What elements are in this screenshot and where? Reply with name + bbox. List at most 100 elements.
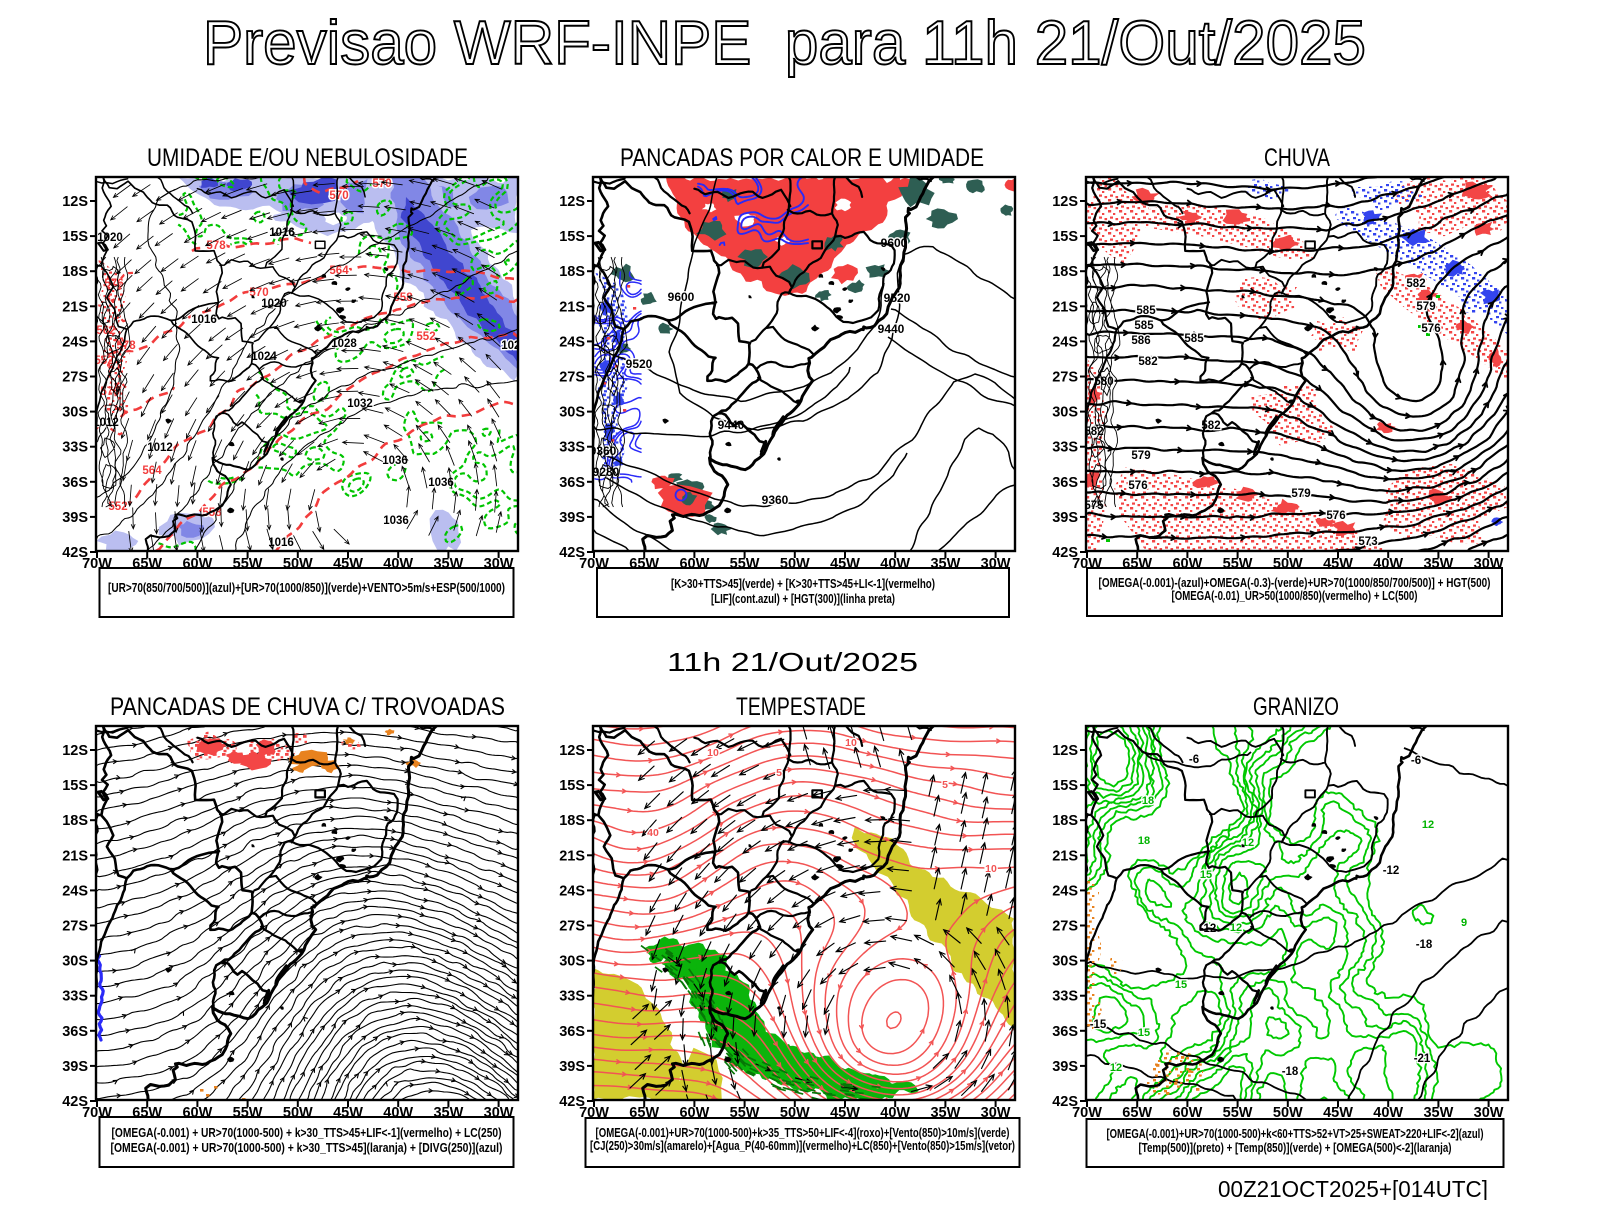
svg-text:33S: 33S <box>559 989 585 1005</box>
svg-text:21S: 21S <box>62 848 88 864</box>
svg-text:[K>30+TTS>45](verde) + [K>30+T: [K>30+TTS>45](verde) + [K>30+TTS>45+LI<-… <box>671 576 935 591</box>
svg-text:35W: 35W <box>433 1105 463 1121</box>
svg-text:-21: -21 <box>1414 1053 1431 1065</box>
svg-text:55W: 55W <box>233 556 263 572</box>
svg-text:1016: 1016 <box>191 314 217 326</box>
svg-text:45W: 45W <box>333 556 363 572</box>
svg-text:570: 570 <box>372 178 391 190</box>
svg-text:PANCADAS DE CHUVA C/ TROVOADAS: PANCADAS DE CHUVA C/ TROVOADAS <box>110 693 505 721</box>
svg-text:1020: 1020 <box>261 298 287 310</box>
svg-text:21S: 21S <box>559 299 585 315</box>
svg-text:30W: 30W <box>1474 1105 1504 1121</box>
svg-text:27S: 27S <box>62 370 88 386</box>
svg-text:36S: 36S <box>1052 1024 1078 1040</box>
svg-text:55W: 55W <box>1223 556 1253 572</box>
svg-text:18S: 18S <box>1052 264 1078 280</box>
svg-text:1020: 1020 <box>97 232 123 244</box>
svg-text:27S: 27S <box>62 919 88 935</box>
svg-text:5: 5 <box>942 779 948 791</box>
svg-text:586: 586 <box>1131 335 1150 347</box>
svg-text:40: 40 <box>647 827 659 839</box>
svg-text:55W: 55W <box>233 1105 263 1121</box>
svg-text:579: 579 <box>1416 301 1435 313</box>
svg-text:36S: 36S <box>559 475 585 491</box>
svg-text:33S: 33S <box>559 440 585 456</box>
svg-text:[OMEGA(-0.01)_UR>50(1000/850)(: [OMEGA(-0.01)_UR>50(1000/850)(vermelho) … <box>1172 588 1418 603</box>
svg-text:65W: 65W <box>629 556 659 572</box>
svg-text:24S: 24S <box>1052 883 1078 899</box>
svg-text:Previsao WRF-INPE para 11h 21: Previsao WRF-INPE para 11h 21/Out/2025 <box>203 9 1366 78</box>
svg-text:36S: 36S <box>62 475 88 491</box>
svg-text:18: 18 <box>1138 835 1150 847</box>
svg-text:33S: 33S <box>1052 989 1078 1005</box>
svg-text:21S: 21S <box>62 299 88 315</box>
svg-text:-18: -18 <box>1282 1066 1299 1078</box>
svg-text:9600: 9600 <box>881 236 908 250</box>
svg-text:12S: 12S <box>62 743 88 759</box>
svg-text:40W: 40W <box>383 1105 413 1121</box>
svg-text:582: 582 <box>1201 420 1220 432</box>
svg-text:24S: 24S <box>62 334 88 350</box>
svg-text:00Z21OCT2025+[014UTC]: 00Z21OCT2025+[014UTC] <box>1218 1176 1488 1200</box>
svg-text:-6: -6 <box>1189 754 1199 766</box>
svg-text:60W: 60W <box>1172 556 1202 572</box>
svg-text:9440: 9440 <box>878 322 905 336</box>
svg-text:GRANIZO: GRANIZO <box>1253 693 1339 721</box>
svg-text:1024: 1024 <box>501 340 527 352</box>
svg-text:39S: 39S <box>559 1059 585 1075</box>
svg-text:33S: 33S <box>62 440 88 456</box>
svg-text:[OMEGA(-0.001) + UR>70(1000-50: [OMEGA(-0.001) + UR>70(1000-500) + k>30_… <box>111 1140 503 1155</box>
svg-text:30S: 30S <box>62 405 88 421</box>
svg-text:1036: 1036 <box>382 455 408 467</box>
svg-text:TEMPESTADE: TEMPESTADE <box>736 693 866 721</box>
svg-text:15S: 15S <box>62 229 88 245</box>
svg-text:21S: 21S <box>1052 299 1078 315</box>
svg-text:[Temp(500)](preto) + [Temp(850: [Temp(500)](preto) + [Temp(850)](verde) … <box>1139 1140 1452 1155</box>
svg-text:10: 10 <box>845 737 857 749</box>
svg-text:27S: 27S <box>559 919 585 935</box>
svg-text:70W: 70W <box>1072 1105 1102 1121</box>
svg-text:39S: 39S <box>62 1059 88 1075</box>
svg-text:18S: 18S <box>62 813 88 829</box>
svg-text:70W: 70W <box>82 1105 112 1121</box>
svg-text:42S: 42S <box>559 1094 585 1110</box>
svg-text:579: 579 <box>1131 450 1150 462</box>
svg-text:30S: 30S <box>1052 405 1078 421</box>
svg-text:40W: 40W <box>880 556 910 572</box>
svg-text:50W: 50W <box>1273 556 1303 572</box>
svg-text:30S: 30S <box>559 954 585 970</box>
svg-text:55W: 55W <box>730 556 760 572</box>
svg-text:70W: 70W <box>579 556 609 572</box>
svg-text:30S: 30S <box>559 405 585 421</box>
svg-text:21S: 21S <box>1052 848 1078 864</box>
svg-text:552: 552 <box>416 331 435 343</box>
svg-text:39S: 39S <box>1052 1059 1078 1075</box>
svg-text:15S: 15S <box>1052 778 1078 794</box>
svg-text:582: 582 <box>1138 356 1157 368</box>
svg-text:27S: 27S <box>559 370 585 386</box>
svg-text:21S: 21S <box>559 848 585 864</box>
svg-text:PANCADAS POR CALOR E UMIDADE: PANCADAS POR CALOR E UMIDADE <box>620 144 984 172</box>
svg-text:18S: 18S <box>559 264 585 280</box>
svg-text:15: 15 <box>1200 869 1212 881</box>
svg-text:15S: 15S <box>62 778 88 794</box>
svg-text:18S: 18S <box>559 813 585 829</box>
svg-text:35W: 35W <box>433 556 463 572</box>
svg-text:1036: 1036 <box>428 477 454 489</box>
svg-text:18S: 18S <box>1052 813 1078 829</box>
svg-text:UMIDADE E/OU NEBULOSIDADE: UMIDADE E/OU NEBULOSIDADE <box>147 144 468 172</box>
svg-text:[LIF](cont.azul) + [HGT(300)](: [LIF](cont.azul) + [HGT(300)](linha pret… <box>711 591 895 606</box>
svg-text:15: 15 <box>1175 979 1187 991</box>
svg-text:15: 15 <box>1138 1027 1150 1039</box>
svg-text:27S: 27S <box>1052 370 1078 386</box>
svg-text:35W: 35W <box>1423 1105 1453 1121</box>
svg-text:50W: 50W <box>780 556 810 572</box>
svg-text:12S: 12S <box>62 194 88 210</box>
svg-text:12S: 12S <box>559 194 585 210</box>
svg-text:50W: 50W <box>1273 1105 1303 1121</box>
svg-text:1032: 1032 <box>347 398 373 410</box>
svg-text:12: 12 <box>1422 819 1434 831</box>
svg-text:42S: 42S <box>559 545 585 561</box>
svg-text:65W: 65W <box>132 556 162 572</box>
svg-text:39S: 39S <box>1052 510 1078 526</box>
